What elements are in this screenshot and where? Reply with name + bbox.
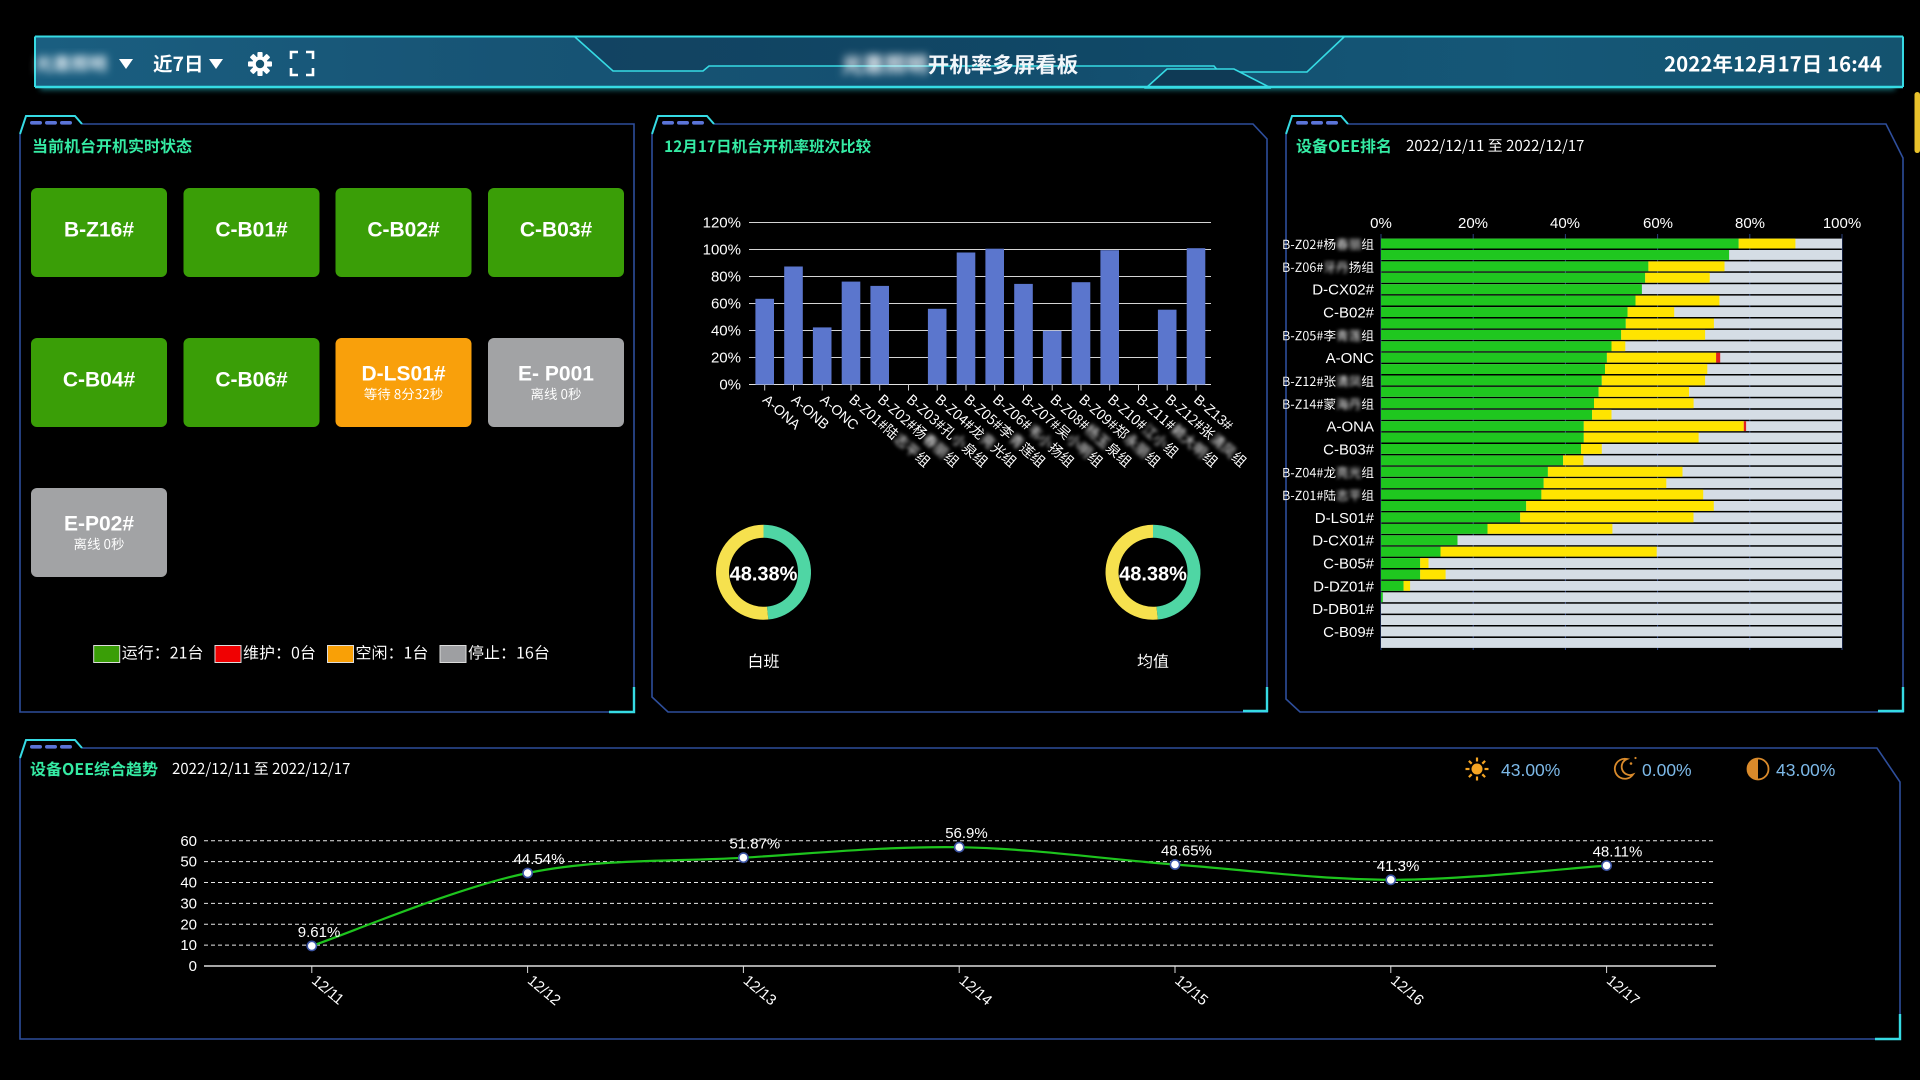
svg-text:D-LS01#: D-LS01# [1315,510,1375,527]
svg-text:0%: 0% [1370,215,1392,232]
svg-text:100%: 100% [703,242,741,259]
svg-text:56.9%: 56.9% [945,825,988,842]
svg-text:B-Z16#: B-Z16# [64,219,134,242]
svg-text:C-B03#: C-B03# [520,219,593,242]
svg-text:C-B05#: C-B05# [1323,556,1375,573]
svg-text:80%: 80% [1735,215,1765,232]
svg-text:0: 0 [189,958,197,975]
svg-text:E- P001: E- P001 [518,363,594,386]
svg-text:100%: 100% [1823,215,1861,232]
svg-text:50: 50 [180,854,197,871]
svg-text:A-ONA: A-ONA [1326,419,1374,436]
svg-text:D-DZ01#: D-DZ01# [1313,578,1375,595]
svg-text:44.54%: 44.54% [514,851,565,868]
svg-text:E-P02#: E-P02# [64,513,134,536]
svg-text:43.00%: 43.00% [1501,760,1560,780]
svg-text:48.38%: 48.38% [1119,563,1187,585]
svg-text:48.11%: 48.11% [1593,844,1643,861]
svg-text:20%: 20% [1458,215,1488,232]
svg-text:9.61%: 9.61% [298,924,341,941]
svg-text:C-B09#: C-B09# [1323,624,1375,641]
svg-text:80%: 80% [711,269,741,286]
svg-text:40%: 40% [1550,215,1580,232]
svg-text:20: 20 [180,916,197,933]
svg-text:40: 40 [180,875,197,892]
svg-text:0%: 0% [719,377,741,394]
svg-text:43.00%: 43.00% [1776,760,1835,780]
svg-text:0.00%: 0.00% [1642,760,1692,780]
svg-text:41.3%: 41.3% [1377,858,1420,875]
svg-text:D-LS01#: D-LS01# [361,363,445,386]
svg-text:C-B04#: C-B04# [63,369,136,392]
svg-text:60: 60 [180,833,197,850]
svg-text:60%: 60% [1643,215,1673,232]
svg-text:51.87%: 51.87% [729,836,780,853]
svg-text:C-B02#: C-B02# [1323,305,1375,322]
svg-text:60%: 60% [711,296,741,313]
svg-text:D-CX01#: D-CX01# [1312,533,1374,550]
svg-text:C-B06#: C-B06# [215,369,288,392]
svg-text:A-ONC: A-ONC [1326,350,1375,367]
svg-text:48.65%: 48.65% [1161,843,1212,860]
svg-text:20%: 20% [711,350,741,367]
svg-text:D-CX02#: D-CX02# [1312,282,1374,299]
svg-text:D-DB01#: D-DB01# [1312,601,1374,618]
svg-text:C-B01#: C-B01# [215,219,288,242]
svg-text:C-B02#: C-B02# [367,219,440,242]
svg-text:10: 10 [180,937,197,954]
svg-text:30: 30 [180,895,197,912]
svg-text:120%: 120% [703,215,741,232]
svg-text:C-B03#: C-B03# [1323,441,1375,458]
svg-text:48.38%: 48.38% [730,563,798,585]
svg-text:40%: 40% [711,323,741,340]
